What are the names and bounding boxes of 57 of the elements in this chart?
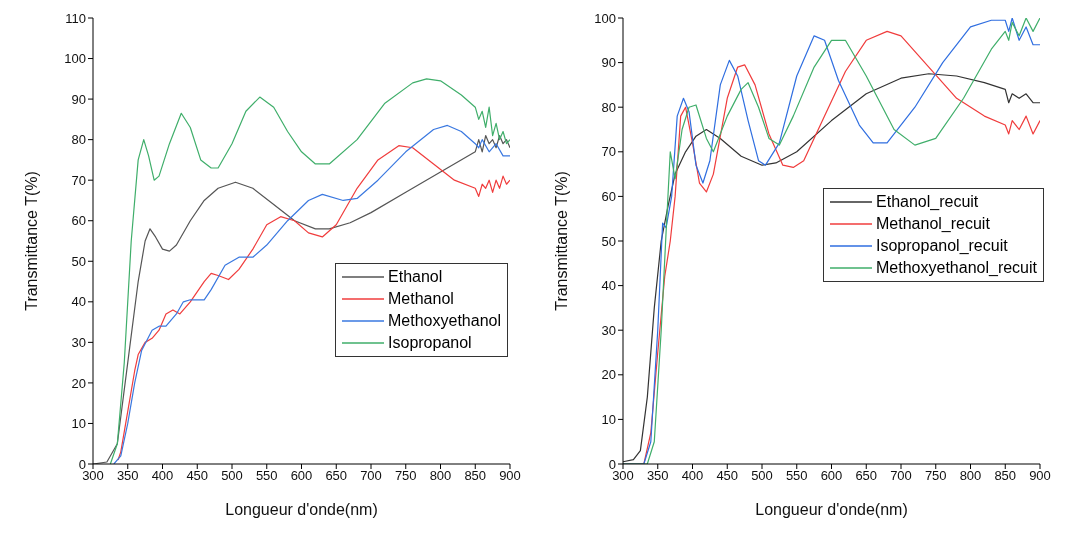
y-tick-label: 20 (71, 375, 86, 391)
legend-label: Methoxyethanol (388, 311, 501, 331)
x-tick-label: 400 (151, 468, 174, 484)
x-tick-label: 350 (646, 468, 669, 484)
x-axis-title: Longueur d'onde(nm) (225, 501, 378, 518)
y-tick-label: 40 (71, 294, 86, 310)
x-tick-label: 700 (360, 468, 382, 484)
legend-label: Isopropanol (388, 333, 472, 353)
x-tick-label: 900 (499, 468, 521, 484)
x-tick-label: 550 (255, 468, 278, 484)
y-tick-label: 80 (71, 132, 86, 148)
y-tick-label: 30 (71, 334, 86, 350)
legend-label: Ethanol (388, 267, 443, 287)
y-tick-label: 50 (71, 253, 86, 269)
legend-label: Methanol (388, 289, 454, 309)
y-tick-label: 60 (71, 213, 86, 229)
y-tick-label: 80 (601, 99, 616, 115)
x-tick-label: 650 (855, 468, 878, 484)
x-tick-label: 850 (994, 468, 1017, 484)
x-tick-label: 350 (116, 468, 139, 484)
y-tick-label: 70 (71, 172, 86, 188)
y-tick-label: 10 (601, 412, 616, 428)
x-tick-label: 800 (429, 468, 452, 484)
legend-label: Ethanol_recuit (876, 192, 979, 212)
x-tick-label: 550 (785, 468, 808, 484)
x-tick-label: 800 (959, 468, 982, 484)
y-tick-label: 50 (601, 233, 616, 249)
x-tick-label: 650 (325, 468, 348, 484)
x-tick-label: 450 (186, 468, 209, 484)
legend-label: Methanol_recuit (876, 214, 990, 234)
x-tick-label: 900 (1029, 468, 1051, 484)
y-tick-label: 90 (601, 55, 616, 71)
y-tick-label: 90 (71, 91, 86, 107)
y-tick-label: 100 (64, 51, 86, 67)
y-tick-label: 10 (71, 416, 86, 432)
y-axis-title: Transmittance T(%) (22, 171, 40, 311)
x-axis-title: Longueur d'onde(nm) (755, 501, 908, 518)
x-tick-label: 850 (464, 468, 487, 484)
y-tick-label: 70 (601, 144, 616, 160)
x-tick-label: 700 (890, 468, 912, 484)
y-tick-label: 40 (601, 278, 616, 294)
x-tick-label: 600 (820, 468, 843, 484)
x-tick-label: 750 (924, 468, 947, 484)
y-axis-title: Transmittance T(%) (552, 171, 570, 311)
x-tick-label: 450 (716, 468, 739, 484)
x-tick-label: 400 (681, 468, 704, 484)
legend-label: Isopropanol_recuit (876, 236, 1008, 256)
x-tick-label: 500 (751, 468, 773, 484)
x-tick-label: 500 (221, 468, 243, 484)
x-tick-label: 600 (290, 468, 313, 484)
y-tick-label: 30 (601, 322, 616, 338)
x-tick-label: 750 (394, 468, 417, 484)
y-tick-label: 100 (594, 10, 616, 26)
y-tick-label: 20 (601, 367, 616, 383)
y-tick-label: 60 (601, 189, 616, 205)
legend-label: Methoxyethanol_recuit (876, 258, 1037, 278)
y-tick-label: 110 (65, 10, 86, 26)
